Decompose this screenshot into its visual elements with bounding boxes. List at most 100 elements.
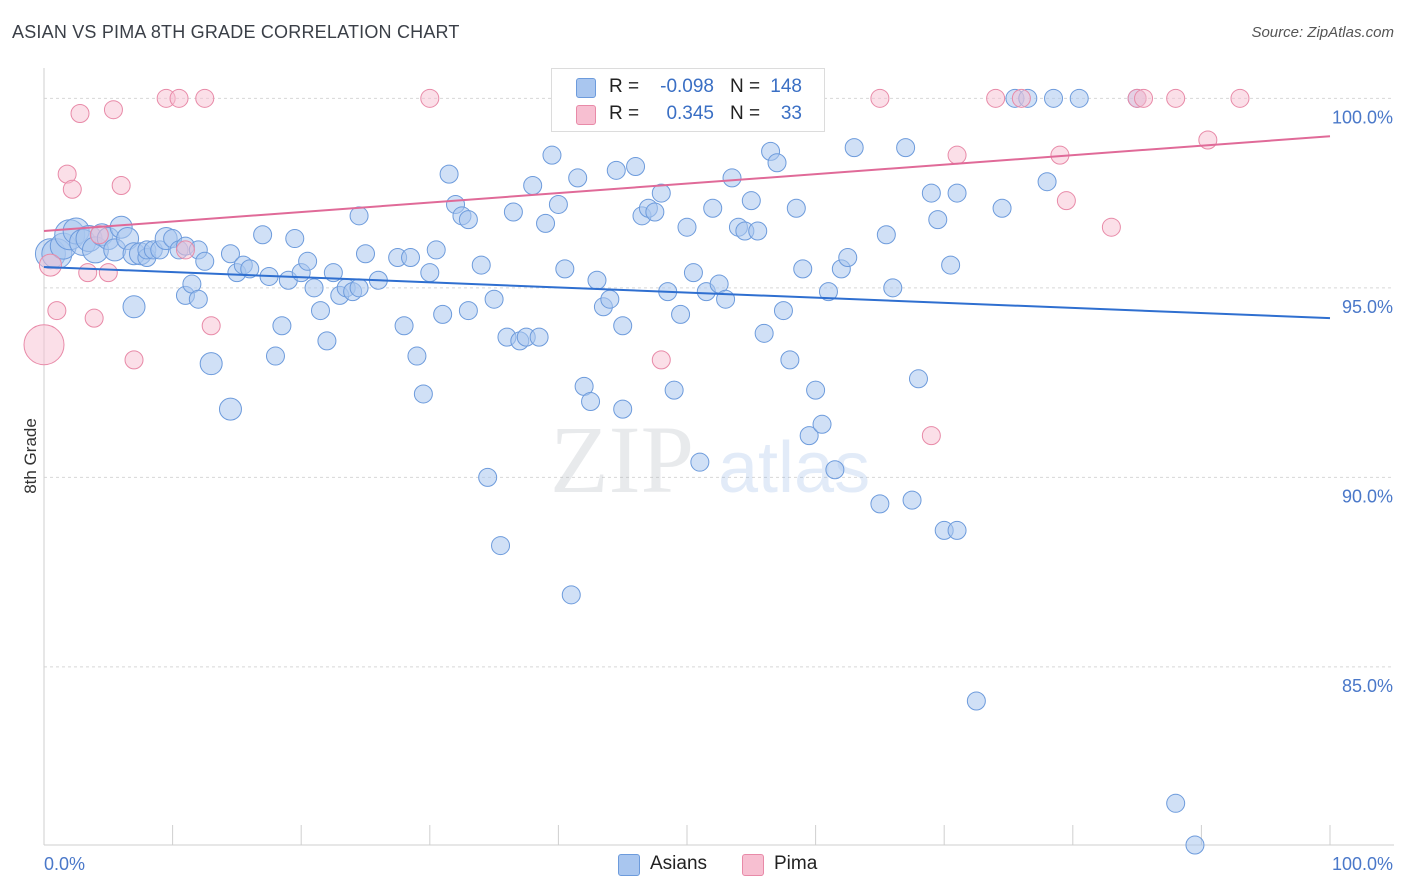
asians-point	[317, 331, 337, 351]
legend-n-label: N =	[730, 103, 761, 124]
asians-point	[741, 191, 761, 211]
asians-point	[992, 198, 1012, 218]
y-tick-label: 100.0%	[1332, 107, 1393, 127]
legend-n-value: 148	[770, 76, 802, 97]
asians-point	[786, 198, 806, 218]
asians-point	[812, 414, 832, 434]
legend-row-asians: R = -0.098 N = 148	[552, 73, 824, 101]
asians-point	[793, 259, 813, 279]
watermark: ZIP atlas	[550, 406, 870, 513]
asians-point	[199, 352, 223, 376]
asians-point	[966, 691, 986, 711]
pima-point	[1056, 191, 1076, 211]
pima-point	[124, 350, 144, 370]
legend-r-value: -0.098	[660, 76, 714, 97]
asians-point	[613, 399, 633, 419]
asians-point	[664, 380, 684, 400]
gridlines	[44, 97, 1394, 668]
asians-point	[806, 380, 826, 400]
pima-point	[70, 103, 90, 123]
asians-point	[523, 175, 543, 195]
asians-point	[838, 248, 858, 268]
asians-point	[908, 369, 928, 389]
asians-point	[310, 301, 330, 321]
asians-point	[220, 244, 240, 264]
pima-point	[420, 88, 440, 108]
asians-point	[626, 157, 646, 177]
legend-label-asians: Asians	[650, 853, 708, 874]
tick-labels: 85.0% 90.0% 95.0% 100.0% 0.0% 100.0%	[44, 107, 1393, 874]
asians-point	[503, 202, 523, 222]
asians-trendline	[43, 265, 1331, 320]
asians-point	[876, 225, 896, 245]
points	[23, 88, 1250, 855]
asians-point	[478, 467, 498, 487]
watermark-zip: ZIP	[550, 406, 694, 513]
legend-n-label: N =	[730, 76, 761, 97]
y-axis-label: 8th Grade	[21, 418, 40, 494]
asians-point	[426, 240, 446, 260]
asians-point	[240, 259, 260, 279]
asians-point	[433, 304, 453, 324]
asians-point	[780, 350, 800, 370]
pima-point	[111, 175, 131, 195]
pima-point	[1101, 217, 1121, 237]
legend-label-pima: Pima	[774, 853, 818, 874]
pima-point	[84, 308, 104, 328]
asians-point	[883, 278, 903, 298]
asians-point	[356, 244, 375, 264]
correlation-legend: R = -0.098 N = 148 R = 0.345 N = 33	[551, 68, 825, 132]
pima-point	[23, 324, 65, 366]
asians-point	[491, 536, 511, 556]
asians-point	[600, 289, 620, 309]
pima-point	[169, 88, 189, 108]
asians-point	[458, 210, 478, 230]
pima-point	[62, 179, 82, 199]
asians-point	[407, 346, 427, 366]
asians-point	[349, 278, 369, 298]
asians-point	[703, 198, 723, 218]
asians-point	[683, 263, 703, 283]
pima-point	[870, 88, 890, 108]
pima-point	[47, 301, 67, 321]
pima-point	[78, 263, 98, 283]
asians-point	[928, 210, 948, 230]
pima-point	[986, 88, 1006, 108]
asians-point	[921, 183, 941, 203]
asians-point	[825, 460, 845, 480]
asians-point	[253, 225, 273, 245]
asians-point	[754, 323, 774, 343]
y-tick-label: 85.0%	[1342, 676, 1393, 696]
asians-point	[1044, 88, 1064, 108]
pima-point	[201, 316, 221, 336]
asians-point	[1069, 88, 1089, 108]
asians-point	[581, 392, 601, 412]
pima-point	[175, 240, 195, 260]
asians-point	[613, 316, 633, 336]
asians-point	[323, 263, 343, 283]
asians-point	[1185, 835, 1205, 855]
pima-point	[89, 225, 109, 245]
asians-point	[285, 229, 305, 249]
watermark-atlas: atlas	[718, 428, 870, 508]
axes	[43, 68, 1394, 846]
asians-point	[645, 202, 665, 222]
asians-point	[458, 301, 478, 321]
asians-point	[298, 251, 318, 271]
asians-point	[671, 304, 691, 324]
asians-point	[690, 452, 710, 472]
asians-point	[195, 251, 215, 271]
y-tick-label: 95.0%	[1342, 297, 1393, 317]
pima-point	[651, 350, 671, 370]
asians-point	[413, 384, 433, 404]
asians-point	[896, 138, 916, 158]
pima-point	[1166, 88, 1186, 108]
asians-point	[349, 206, 369, 226]
asians-point	[304, 278, 324, 298]
asians-point	[606, 160, 626, 180]
asians-point	[439, 164, 459, 184]
asians-point	[1037, 172, 1057, 192]
asians-point	[818, 282, 838, 302]
asians-point	[555, 259, 575, 279]
